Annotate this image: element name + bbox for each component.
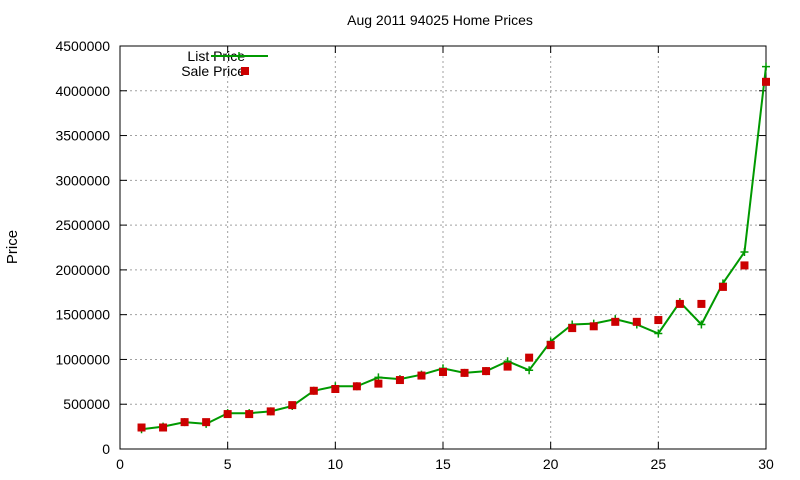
y-tick-label: 1500000	[55, 307, 110, 323]
x-tick-label: 30	[758, 456, 774, 472]
sale-price-point	[288, 401, 297, 410]
list-price-point	[762, 62, 770, 71]
legend-marker-list-price	[235, 52, 243, 60]
y-tick-label: 4500000	[55, 38, 110, 54]
sale-price-point	[482, 367, 491, 376]
y-axis-label: Price	[4, 230, 21, 264]
y-tick-label: 1000000	[55, 351, 110, 367]
x-tick-label: 5	[224, 456, 232, 472]
sale-price-point	[180, 418, 189, 427]
y-tick-label: 4000000	[55, 83, 110, 99]
list-price-point	[697, 320, 706, 329]
axis-ticks: 0 5 10 15 20 25 30 0 500000 1000000 1500000 2000000…	[55, 38, 774, 472]
legend: List Price Sale Price	[181, 48, 268, 79]
sale-price-point	[331, 384, 340, 393]
sale-price-point	[202, 418, 211, 427]
y-tick-label: 0	[102, 441, 110, 457]
list-price-point	[740, 247, 749, 256]
sale-price-point	[352, 382, 361, 391]
x-tick-label: 25	[651, 456, 667, 472]
grid-lines	[120, 46, 766, 449]
sale-price-point	[740, 261, 749, 270]
sale-price-point	[309, 386, 318, 395]
sale-price-point	[675, 299, 684, 308]
sale-price-point	[697, 299, 706, 308]
sale-price-point	[546, 341, 555, 350]
series-layer	[137, 62, 770, 434]
sale-price-point	[417, 371, 426, 380]
list-price-point	[525, 366, 534, 375]
y-tick-label: 3500000	[55, 128, 110, 144]
sale-price-point	[503, 362, 512, 371]
y-tick-label: 2000000	[55, 262, 110, 278]
sale-price-point	[266, 407, 275, 416]
y-tick-label: 3000000	[55, 172, 110, 188]
sale-price-point	[439, 367, 447, 376]
list-price-point	[654, 329, 663, 338]
sale-price-point	[762, 77, 770, 86]
x-tick-label: 0	[116, 456, 124, 472]
sale-price-point	[589, 322, 598, 331]
sale-price-point	[223, 410, 232, 419]
sale-price-point	[611, 317, 620, 326]
sale-price-point	[159, 423, 168, 432]
y-tick-label: 500000	[63, 396, 110, 412]
sale-price-point	[718, 282, 727, 291]
y-tick-label: 2500000	[55, 217, 110, 233]
sale-price-point	[632, 317, 641, 326]
chart-title: Aug 2011 94025 Home Prices	[347, 12, 533, 28]
sale-price-point	[137, 423, 146, 432]
sale-price-point	[245, 410, 254, 419]
x-tick-label: 10	[328, 456, 344, 472]
sale-price-point	[460, 368, 469, 377]
x-tick-label: 20	[543, 456, 559, 472]
legend-marker-sale-price	[241, 67, 249, 75]
sale-price-point	[654, 316, 663, 325]
sale-price-point	[568, 324, 577, 333]
legend-label-sale-price: Sale Price	[181, 63, 245, 79]
sale-price-point	[374, 379, 383, 388]
sale-price-point	[395, 376, 404, 385]
sale-price-point	[525, 353, 534, 362]
x-tick-label: 15	[435, 456, 451, 472]
